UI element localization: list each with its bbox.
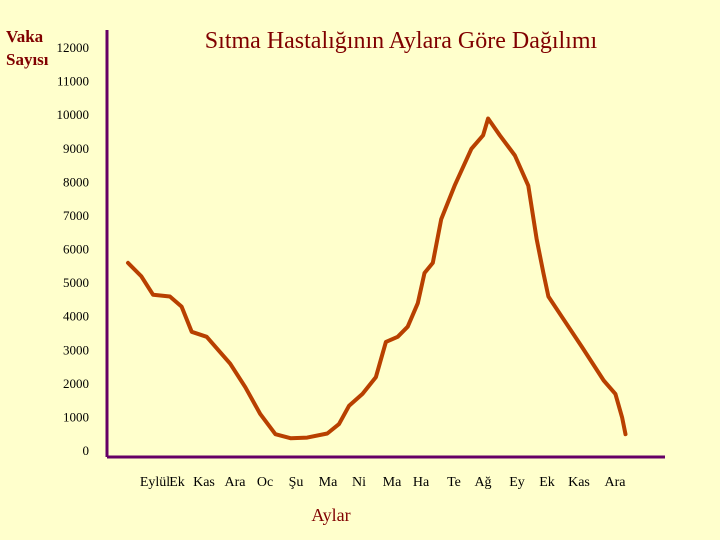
x-tick-label: Ni [352,475,366,490]
y-tick-label: 3000 [63,342,89,357]
y-tick-label: 11000 [57,74,89,89]
y-tick-label: 9000 [63,141,89,156]
x-tick-label: Te [447,475,461,490]
y-tick-label: 2000 [63,376,89,391]
y-tick-label: 1000 [63,409,89,424]
x-tick-labels: Eylül Ek Kas Ara Oc Şu Ma Ni Ma Ha Te Ağ Ey Ek Kas Ara [140,475,626,490]
x-tick-label: Şu [289,475,304,490]
y-tick-label: 7000 [63,208,89,223]
y-tick-labels: 0 1000 2000 3000 4000 5000 6000 7000 8000 9000 100… [57,40,90,458]
y-tick-label: 8000 [63,174,89,189]
x-tick-label: Ek [169,475,185,490]
y-tick-label: 5000 [63,275,89,290]
y-tick-label: 4000 [63,309,89,324]
x-tick-label: Ha [413,475,430,490]
x-tick-label: Eylül [140,475,170,490]
y-tick-label: 10000 [57,107,90,122]
y-tick-label: 6000 [63,242,89,257]
y-tick-label: 0 [83,443,90,458]
chart-title: Sıtma Hastalığının Aylara Göre Dağılımı [205,28,598,54]
series-line [126,116,628,441]
x-tick-label: Ara [605,475,627,490]
y-axis-label-line2: Sayısı [6,50,49,69]
y-axis-label-line1: Vaka [6,27,44,46]
x-tick-label: Ma [383,475,402,490]
x-tick-label: Ağ [474,475,491,490]
x-tick-label: Kas [568,475,590,490]
x-tick-label: Ek [539,475,555,490]
x-tick-label: Ey [509,475,525,490]
y-tick-label: 12000 [57,40,90,55]
x-tick-label: Oc [257,475,273,490]
x-tick-label: Kas [193,475,215,490]
x-tick-label: Ma [319,475,338,490]
x-axis-label: Aylar [311,505,350,525]
x-tick-label: Ara [225,475,247,490]
